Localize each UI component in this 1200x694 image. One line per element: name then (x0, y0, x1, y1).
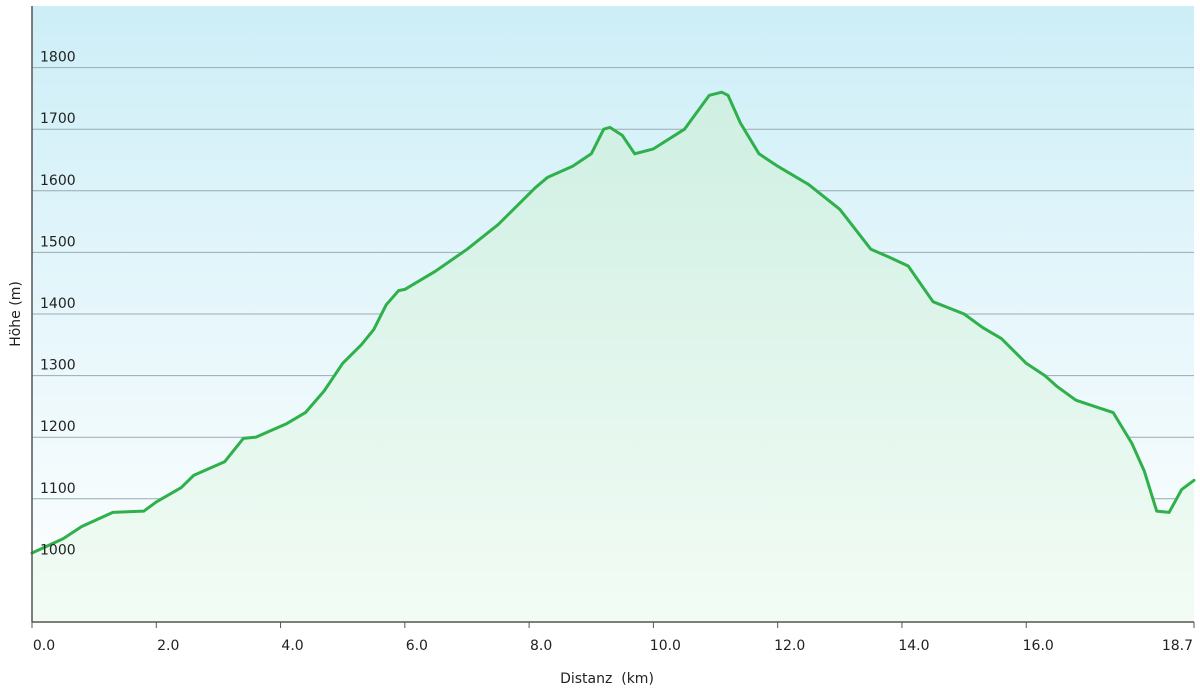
elevation-area (32, 92, 1194, 622)
x-tick-label: 6.0 (406, 638, 428, 654)
x-tick-label: 18.7 (1162, 638, 1193, 654)
x-tick-label: 14.0 (898, 638, 929, 654)
x-tick-label: 0.0 (33, 638, 55, 654)
y-tick-label: 1700 (40, 111, 76, 127)
y-tick-label: 1400 (40, 296, 76, 312)
y-tick-labels: 1000 1100 1200 1300 1400 1500 1600 1700 1800 (40, 50, 76, 559)
x-tick-label: 4.0 (281, 638, 303, 654)
x-tick-label: 10.0 (650, 638, 681, 654)
y-tick-label: 1100 (40, 481, 76, 497)
y-tick-label: 1800 (40, 50, 76, 66)
y-tick-label: 1200 (40, 419, 76, 435)
y-tick-label: 1600 (40, 173, 76, 189)
y-tick-label: 1300 (40, 358, 76, 374)
x-tick-label: 12.0 (774, 638, 805, 654)
x-tick-label: 2.0 (157, 638, 179, 654)
x-axis-label: Distanz (km) (560, 671, 654, 687)
x-tick-label: 16.0 (1023, 638, 1054, 654)
x-tick-label: 8.0 (530, 638, 552, 654)
y-tick-label: 1500 (40, 234, 76, 250)
elevation-line (30, 90, 1196, 555)
y-axis-label: Höhe (m) (8, 281, 24, 347)
x-tick-labels: 0.0 2.0 4.0 6.0 8.0 10.0 12.0 14.0 16.0 18.7 (31, 622, 1195, 654)
y-tick-label: 1000 (40, 542, 76, 558)
